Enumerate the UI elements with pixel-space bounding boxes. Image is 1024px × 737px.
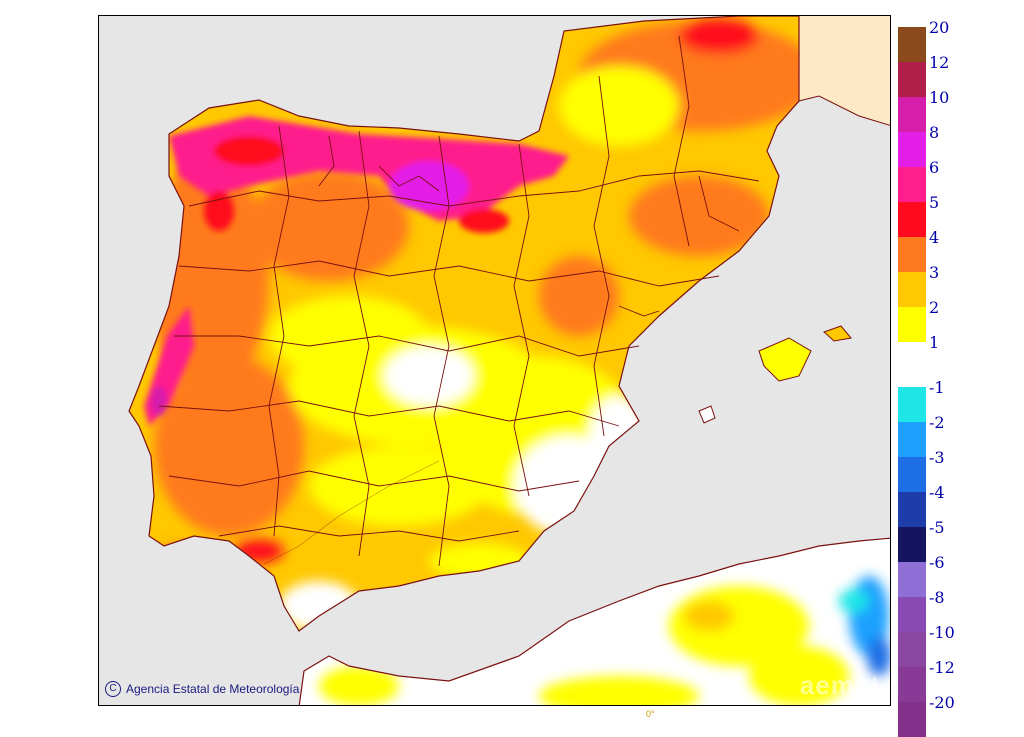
legend-swatch-neg-2 <box>898 457 926 492</box>
legend-label-pos-5: 5 <box>929 193 940 212</box>
legend-swatch-pos-5 <box>898 202 926 237</box>
legend-swatch-pos-3 <box>898 132 926 167</box>
legend-label-pos-6: 4 <box>929 228 940 247</box>
legend-swatch-neg-7 <box>898 632 926 667</box>
legend-swatch-pos-4 <box>898 167 926 202</box>
legend-label-neg-2: -3 <box>929 448 945 467</box>
balearic-islands <box>698 325 852 424</box>
legend-swatch-pos-1 <box>898 62 926 97</box>
legend-label-neg-4: -5 <box>929 518 945 537</box>
map-panel: C Agencia Estatal de Meteorología aemet <box>98 15 891 706</box>
legend-label-neg-0: -1 <box>929 378 945 397</box>
legend-label-pos-3: 8 <box>929 123 940 142</box>
legend-swatch-pos-0 <box>898 27 926 62</box>
province-borders <box>158 35 760 567</box>
legend-swatch-pos-7 <box>898 272 926 307</box>
iberia-coastline <box>128 16 800 632</box>
legend-label-pos-0: 20 <box>929 18 950 37</box>
legend-label-neg-3: -4 <box>929 483 945 502</box>
aemet-watermark: aemet <box>799 670 880 700</box>
legend-swatch-neg-6 <box>898 597 926 632</box>
legend-swatch-pos-9 <box>898 342 926 377</box>
legend-label-pos-1: 12 <box>929 53 950 72</box>
legend-swatch-neg-4 <box>898 527 926 562</box>
legend-label-neg-8: -12 <box>929 658 955 677</box>
legend-label-pos-2: 10 <box>929 88 950 107</box>
legend-label-neg-9: -20 <box>929 693 955 712</box>
legend-label-neg-5: -6 <box>929 553 945 572</box>
legend-swatch-neg-5 <box>898 562 926 597</box>
legend-swatch-pos-2 <box>898 97 926 132</box>
africa-coastline <box>298 537 890 705</box>
legend-swatch-pos-6 <box>898 237 926 272</box>
longitude-tick: 0° <box>646 709 655 719</box>
legend-gap <box>898 377 926 387</box>
legend-label-neg-6: -8 <box>929 588 945 607</box>
legend-swatch-neg-3 <box>898 492 926 527</box>
legend-swatch-neg-8 <box>898 667 926 702</box>
legend-label-neg-1: -2 <box>929 413 945 432</box>
agency-credit: C Agencia Estatal de Meteorología <box>105 681 299 697</box>
legend-swatch-neg-1 <box>898 422 926 457</box>
copyright-icon: C <box>105 681 121 697</box>
legend-label-pos-9: 1 <box>929 333 940 352</box>
anomaly-map <box>99 16 890 705</box>
legend-label-pos-4: 6 <box>929 158 940 177</box>
legend-label-pos-8: 2 <box>929 298 940 317</box>
legend-swatch-neg-0 <box>898 387 926 422</box>
legend-label-neg-7: -10 <box>929 623 955 642</box>
color-legend <box>898 27 926 737</box>
agency-credit-text: Agencia Estatal de Meteorología <box>126 682 300 696</box>
legend-label-pos-7: 3 <box>929 263 940 282</box>
legend-swatch-pos-8 <box>898 307 926 342</box>
